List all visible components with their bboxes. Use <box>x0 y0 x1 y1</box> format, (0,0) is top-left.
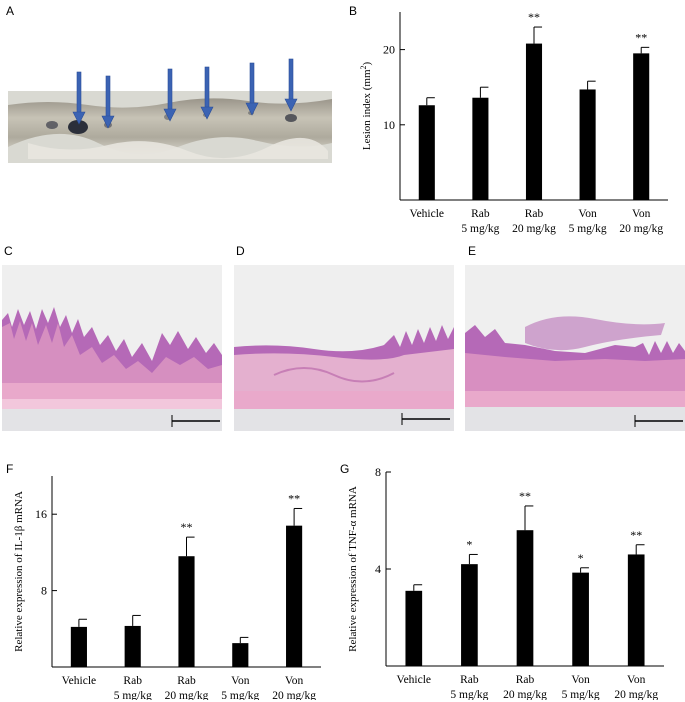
x-tick-label: 5 mg/kg <box>221 690 259 700</box>
y-axis-label: Relative expression of IL-1β mRNA <box>13 491 25 652</box>
x-tick-label: 20 mg/kg <box>503 689 547 700</box>
x-tick-label: 20 mg/kg <box>614 689 658 700</box>
bar <box>70 626 87 667</box>
panel-label-d: D <box>236 244 245 258</box>
bar <box>405 590 423 666</box>
arrow-icon <box>163 68 177 122</box>
x-tick-label: Rab <box>525 208 544 220</box>
bar <box>418 105 435 200</box>
y-tick-label: 8 <box>41 584 47 598</box>
significance-marker: ** <box>528 10 540 24</box>
significance-marker: ** <box>181 520 193 534</box>
x-tick-label: 20 mg/kg <box>272 690 316 700</box>
arrow-icon <box>101 75 115 129</box>
panel-label-g: G <box>340 462 350 476</box>
arrow-icon <box>200 66 214 120</box>
x-tick-label: Vehicle <box>397 674 431 686</box>
histology-image-c <box>2 265 222 431</box>
x-tick-label: Rab <box>471 208 490 220</box>
x-tick-label: Vehicle <box>410 208 444 220</box>
significance-marker: ** <box>635 30 647 44</box>
panel-label-f: F <box>6 462 14 476</box>
arrow-icons <box>72 58 298 129</box>
bar <box>579 89 596 200</box>
bar <box>286 525 303 667</box>
x-tick-label: 5 mg/kg <box>569 223 607 235</box>
panel-label-b: B <box>349 4 358 18</box>
x-tick-label: 20 mg/kg <box>619 223 663 235</box>
bar-chart-g: 4 8 Relative expression of TNF-α mRNA Vehic… <box>347 465 664 700</box>
x-tick-label: Rab <box>460 674 479 686</box>
y-axis-label: Relative expression of TNF-α mRNA <box>347 486 359 652</box>
y-tick-label: 10 <box>383 118 395 132</box>
bar <box>627 554 645 666</box>
arrow-icon <box>72 71 86 125</box>
x-tick-label: 5 mg/kg <box>461 223 499 235</box>
x-tick-label: 5 mg/kg <box>114 690 152 700</box>
x-tick-label: Von <box>231 675 250 687</box>
y-axis-label: Lesion index (mm2) <box>359 62 373 151</box>
x-tick-label: Rab <box>123 675 142 687</box>
bar <box>525 43 543 200</box>
arrow-icon <box>245 62 259 116</box>
significance-marker: * <box>578 551 584 565</box>
significance-marker: ** <box>519 489 531 503</box>
bar <box>178 556 195 667</box>
bar-chart-b: 10 20 Lesion index (mm2) Vehicle Rab 5 mg/kg *… <box>359 10 668 235</box>
x-tick-label: Rab <box>516 674 535 686</box>
significance-marker: ** <box>288 491 300 505</box>
panel-label-e: E <box>468 244 477 258</box>
histology-image-e <box>465 265 685 431</box>
significance-marker: ** <box>630 528 642 542</box>
bar <box>633 53 650 200</box>
panel-label-a: A <box>6 4 15 18</box>
x-tick-label: Von <box>285 675 304 687</box>
x-tick-label: 20 mg/kg <box>165 690 209 700</box>
x-tick-label: 5 mg/kg <box>562 689 600 700</box>
x-tick-label: Rab <box>177 675 196 687</box>
y-tick-label: 4 <box>375 562 381 576</box>
bar <box>472 97 489 200</box>
arrow-icon <box>284 58 298 112</box>
bar <box>572 572 589 666</box>
bar-chart-f: 8 16 Relative expression of IL-1β mRNA Vehi… <box>13 476 321 700</box>
y-tick-label: 20 <box>383 43 395 57</box>
x-tick-label: Von <box>632 208 651 220</box>
bar <box>124 625 141 667</box>
histology-image-d <box>234 265 454 431</box>
x-tick-label: Von <box>627 674 646 686</box>
bar <box>232 643 249 667</box>
bar <box>461 564 478 666</box>
significance-marker: * <box>466 537 472 551</box>
x-tick-label: Von <box>571 674 590 686</box>
y-tick-label: 16 <box>35 507 47 521</box>
panel-label-c: C <box>4 244 13 258</box>
x-tick-label: 5 mg/kg <box>450 689 488 700</box>
bar <box>516 530 534 666</box>
y-tick-label: 8 <box>375 465 381 479</box>
x-tick-label: Vehicle <box>62 675 96 687</box>
x-tick-label: Von <box>578 208 597 220</box>
x-tick-label: 20 mg/kg <box>512 223 556 235</box>
